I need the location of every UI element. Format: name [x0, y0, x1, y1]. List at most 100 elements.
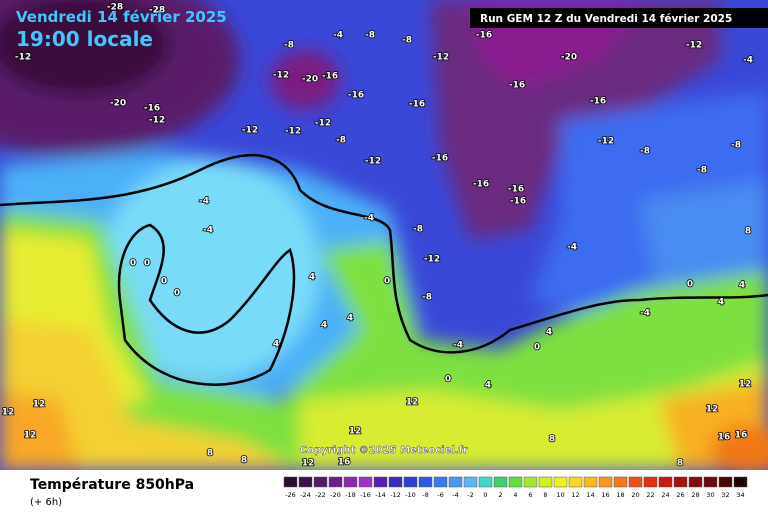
isotherm-label: -28 [149, 6, 165, 16]
scale-swatch [283, 476, 298, 488]
isotherm-label: -16 [509, 81, 525, 91]
scale-label: 12 [571, 491, 579, 499]
scale-swatch [613, 476, 628, 488]
map: -28 -28 -12 -8 -4 -8 -8 -16 -20 -12 -4 -20 -16 -12 -20… [0, 0, 768, 470]
isotherm-label: -4 [333, 31, 343, 41]
scale-swatch [388, 476, 403, 488]
scale-swatch [373, 476, 388, 488]
scale-label: -12 [390, 491, 401, 499]
isotherm-label: 12 [349, 427, 362, 437]
scale-swatch [673, 476, 688, 488]
scale-label: 30 [706, 491, 714, 499]
scale-label: 24 [661, 491, 669, 499]
isotherm-label: 0 [130, 259, 136, 269]
isotherm-label: 12 [24, 431, 37, 441]
scale-swatch [598, 476, 613, 488]
scale-label: 26 [676, 491, 684, 499]
scale-label: 34 [736, 491, 744, 499]
scale-label: -14 [375, 491, 386, 499]
scale-label: 2 [498, 491, 502, 499]
isotherm-label: -12 [365, 157, 381, 167]
scale-label: 10 [556, 491, 564, 499]
scale-swatch [463, 476, 478, 488]
isotherm-label: -12 [315, 119, 331, 129]
scale-label: -26 [285, 491, 296, 499]
isotherm-label: -8 [284, 41, 294, 51]
isotherm-label: 4 [347, 314, 353, 324]
copyright: Copyright ©2025 Meteociel.fr [300, 445, 468, 456]
run-banner-bg [470, 8, 768, 28]
isotherm-label: -12 [686, 41, 702, 51]
isotherm-label: 8 [207, 449, 213, 459]
isotherm-label: 16 [735, 431, 748, 441]
scale-label: 28 [691, 491, 699, 499]
isotherm-label: -12 [433, 53, 449, 63]
scale-label: 16 [601, 491, 609, 499]
isotherm-label: -16 [510, 197, 526, 207]
isotherm-label: -4 [453, 341, 463, 351]
isotherm-label: -20 [561, 53, 577, 63]
isotherm-label: 12 [2, 408, 15, 418]
scale-swatch [643, 476, 658, 488]
scale-swatch [523, 476, 538, 488]
scale-swatch [493, 476, 508, 488]
isotherm-label: -8 [422, 293, 432, 303]
scale-label: 8 [543, 491, 547, 499]
isotherm-label: -12 [285, 127, 301, 137]
isotherm-label: -12 [15, 53, 31, 63]
isotherm-label: -4 [364, 214, 374, 224]
scale-label: 4 [513, 491, 517, 499]
isotherm-label: 0 [445, 375, 451, 385]
isotherm-label: -16 [409, 100, 425, 110]
footer-subtitle: (+ 6h) [30, 497, 62, 508]
isotherm-label: -16 [473, 180, 489, 190]
scale-swatch [568, 476, 583, 488]
isotherm-label: -12 [242, 126, 258, 136]
isotherm-label: -8 [336, 136, 346, 146]
isotherm-label: 4 [739, 281, 745, 291]
isotherm-label: -16 [348, 91, 364, 101]
scale-swatch [343, 476, 358, 488]
isotherm-label: 8 [549, 435, 555, 445]
isotherm-label: -16 [432, 154, 448, 164]
isotherm-label: -20 [302, 75, 318, 85]
isotherm-label: -8 [413, 225, 423, 235]
isotherm-label: 4 [546, 328, 552, 338]
isotherm-labels: -28 -28 -12 -8 -4 -8 -8 -16 -20 -12 -4 -20 -16 -12 -20… [1, 2, 754, 470]
scale-swatch [733, 476, 748, 488]
isotherm-label: -16 [590, 97, 606, 107]
isotherm-label: -4 [199, 197, 209, 207]
isotherm-label: 0 [174, 289, 180, 299]
scale-label: -16 [360, 491, 371, 499]
isotherm-label: -4 [567, 243, 577, 253]
isotherm-label: 12 [739, 380, 752, 390]
isotherm-label: 0 [384, 277, 390, 287]
scale-swatch [358, 476, 373, 488]
isotherm-label: 0 [161, 277, 167, 287]
scale-label: -6 [437, 491, 443, 499]
scale-label: 18 [616, 491, 624, 499]
isotherm-label: -16 [476, 31, 492, 41]
scale-label: 22 [646, 491, 654, 499]
scale-swatch [418, 476, 433, 488]
isotherm-label: 16 [338, 458, 351, 468]
scale-swatch [538, 476, 553, 488]
isotherm-label: -12 [424, 255, 440, 265]
scale-swatch [508, 476, 523, 488]
isotherm-label: 0 [687, 280, 693, 290]
isotherm-label: 4 [321, 321, 327, 331]
isotherm-label: 4 [485, 381, 491, 391]
isotherm-label: 12 [33, 400, 46, 410]
isotherm-label: -4 [640, 309, 650, 319]
isotherm-label: -4 [743, 56, 753, 66]
scale-label: 6 [528, 491, 532, 499]
isotherm-label: 12 [302, 459, 315, 469]
scale-label: -18 [345, 491, 356, 499]
isotherm-label: 12 [706, 405, 719, 415]
scale-swatch [703, 476, 718, 488]
isotherm-label: -12 [273, 71, 289, 81]
scale-swatch [313, 476, 328, 488]
isotherm-label: -8 [365, 31, 375, 41]
date-title: Vendredi 14 février 2025 [16, 8, 227, 26]
